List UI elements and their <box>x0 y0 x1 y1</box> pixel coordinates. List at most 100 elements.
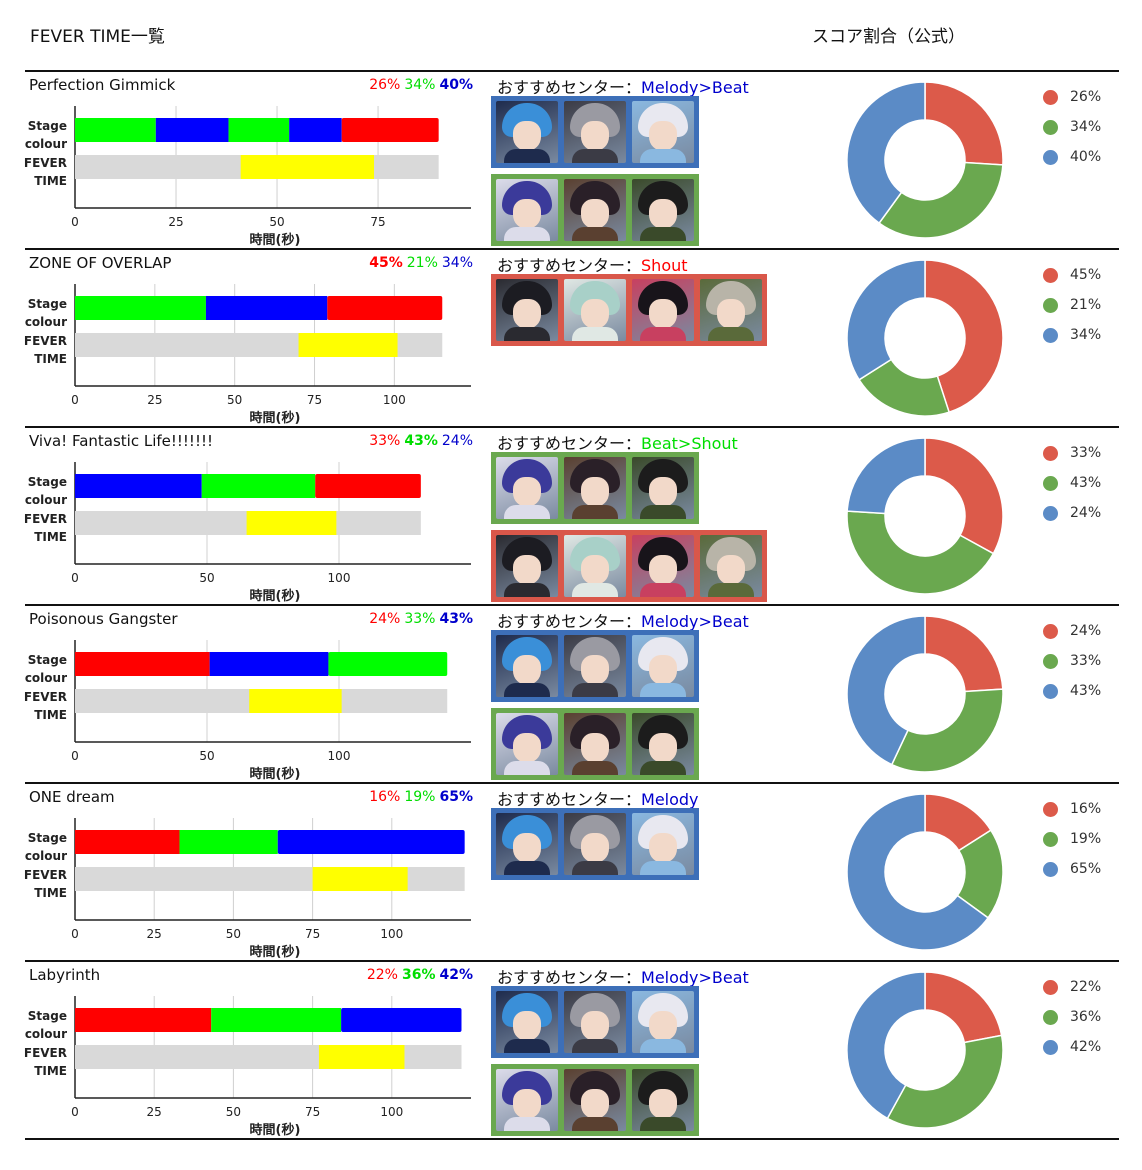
x-tick-label: 25 <box>147 1105 162 1119</box>
legend-label: 33% <box>1070 653 1102 669</box>
center-black-haired-b-portrait <box>632 535 694 597</box>
percentage-label: 42% <box>439 967 473 983</box>
face-shape <box>513 1011 541 1041</box>
percentage-label: 21% <box>406 255 438 271</box>
fever-time-segment <box>246 511 337 535</box>
face-shape <box>513 477 541 507</box>
section-divider <box>25 1138 1119 1140</box>
legend-dot-icon <box>1043 623 1058 639</box>
outfit-shape <box>504 149 550 163</box>
stage-colour-segment <box>205 296 328 320</box>
percentage-label: 24% <box>441 433 473 449</box>
legend-dot-icon <box>1043 1009 1058 1025</box>
recommend-value: Shout <box>641 256 688 275</box>
recommend-label: おすすめセンター：Melody>Beat <box>497 964 749 988</box>
percentage-label: 34% <box>441 255 473 271</box>
legend-item: 21% <box>1043 290 1101 320</box>
fever-time-segment <box>240 155 375 179</box>
recommend-label: おすすめセンター：Melody>Beat <box>497 74 749 98</box>
outfit-shape <box>640 1039 686 1053</box>
fever-bar-chart: Stage colour FEVER TIME 0 25 50 75 100 時間(秒) <box>24 284 471 426</box>
legend-dot-icon <box>1043 653 1058 669</box>
outfit-shape <box>504 327 550 341</box>
outfit-shape <box>708 327 754 341</box>
percentage-label: 45% <box>369 255 403 271</box>
donut-slice <box>878 161 1004 239</box>
x-tick-label: 0 <box>71 1105 79 1119</box>
face-shape <box>513 555 541 585</box>
recommend-value: Melody>Beat <box>641 78 749 97</box>
face-shape <box>649 733 677 763</box>
center-dark-haired-portrait <box>564 713 626 775</box>
legend-label: 43% <box>1070 683 1102 699</box>
percentage-label: 24% <box>369 611 401 627</box>
outfit-shape <box>504 227 550 241</box>
outfit-shape <box>504 583 550 597</box>
donut-slice <box>890 688 1004 773</box>
fever-bar-chart: Stage colour FEVER TIME 0 50 100 時間(秒) <box>24 640 471 782</box>
fever-time-segment <box>249 689 342 713</box>
percentage-label: 19% <box>404 789 436 805</box>
percentage-label: 40% <box>439 77 473 93</box>
percentage-label: 36% <box>401 967 436 983</box>
donut-slice <box>846 971 926 1120</box>
donut-slice <box>846 81 926 225</box>
outfit-shape <box>572 1117 618 1131</box>
stage-colour-segment <box>228 118 290 142</box>
x-tick-label: 0 <box>71 393 79 407</box>
outfit-shape <box>504 1117 550 1131</box>
x-tick-label: 100 <box>328 571 351 585</box>
legend-dot-icon <box>1043 475 1058 491</box>
recommend-prefix: おすすめセンター： <box>497 612 642 631</box>
donut-heading: スコア割合（公式） <box>812 27 965 47</box>
legend-dot-icon <box>1043 979 1058 995</box>
legend-dot-icon <box>1043 149 1058 165</box>
legend-label: 22% <box>1070 979 1102 995</box>
x-tick-label: 75 <box>305 1105 320 1119</box>
percentage-label: 65% <box>439 789 473 805</box>
face-shape <box>581 121 609 151</box>
x-tick-label: 50 <box>199 571 214 585</box>
center-navy-haired-portrait <box>496 179 558 241</box>
x-tick-label: 50 <box>269 215 284 229</box>
legend-item: 19% <box>1043 824 1101 854</box>
center-blue-haired-portrait <box>496 635 558 697</box>
section-divider <box>25 782 1119 784</box>
x-tick-label: 25 <box>147 927 162 941</box>
face-shape <box>581 477 609 507</box>
legend-dot-icon <box>1043 831 1058 847</box>
center-dark-haired-portrait <box>564 1069 626 1131</box>
face-shape <box>649 1089 677 1119</box>
legend-label: 34% <box>1070 327 1102 343</box>
legend-item: 42% <box>1043 1032 1101 1062</box>
center-black-haired-a-portrait <box>496 535 558 597</box>
fever-time-segment <box>298 333 398 357</box>
x-tick-label: 25 <box>147 393 162 407</box>
portrait-group <box>491 452 699 524</box>
donut-slice <box>846 793 990 951</box>
outfit-shape <box>640 505 686 519</box>
center-navy-haired-portrait <box>496 713 558 775</box>
center-navy-haired-portrait <box>496 457 558 519</box>
percentage-label: 26% <box>369 77 401 93</box>
legend-dot-icon <box>1043 89 1058 105</box>
category-label: Stage colour <box>25 1009 67 1041</box>
outfit-shape <box>640 683 686 697</box>
donut-slice <box>886 1034 1004 1129</box>
legend-item: 65% <box>1043 854 1101 884</box>
face-shape <box>649 299 677 329</box>
x-axis-label: 時間(秒) <box>250 944 301 960</box>
donut-slice <box>846 437 926 515</box>
legend-label: 45% <box>1070 267 1102 283</box>
stage-colour-segment <box>289 118 342 142</box>
legend-label: 42% <box>1070 1039 1102 1055</box>
x-tick-label: 0 <box>71 749 79 763</box>
portrait-group <box>491 986 699 1058</box>
center-black-haired-a-portrait <box>496 279 558 341</box>
score-percentages: 16% 19% 65% <box>365 789 473 805</box>
category-label: FEVER TIME <box>24 156 67 188</box>
face-shape <box>513 833 541 863</box>
category-label: FEVER TIME <box>24 868 67 900</box>
face-shape <box>513 1089 541 1119</box>
face-shape <box>649 199 677 229</box>
